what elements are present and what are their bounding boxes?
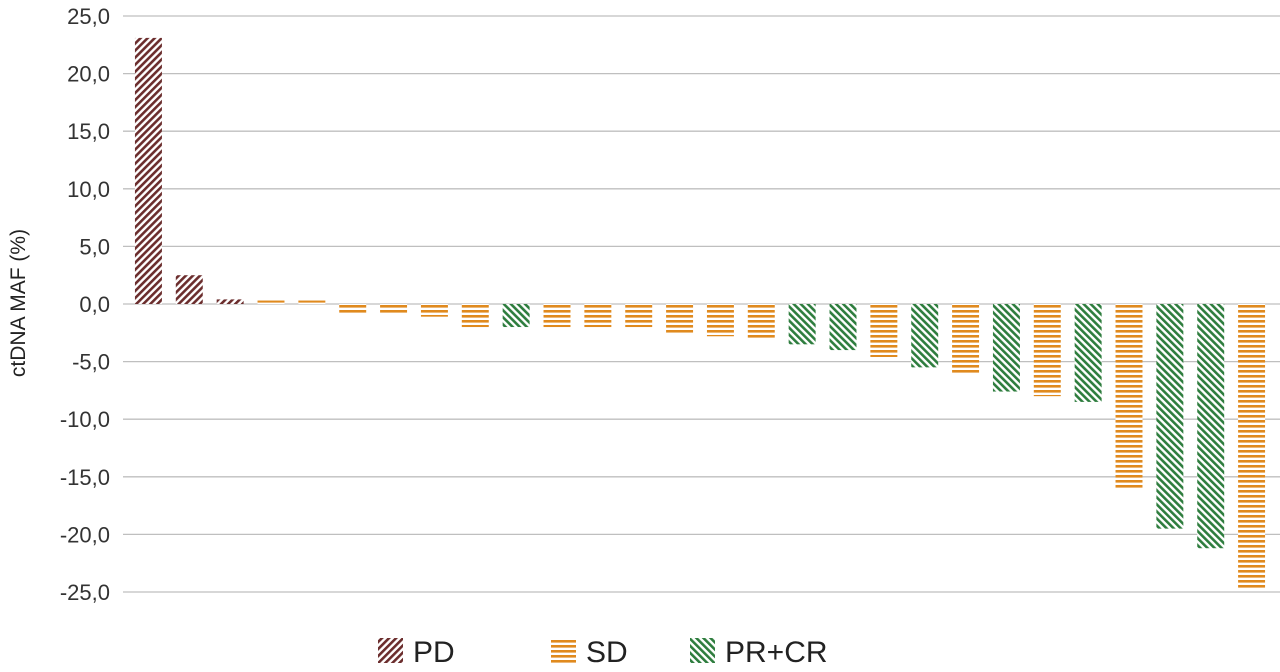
y-tick-label: 10,0 <box>67 177 110 202</box>
bar-21 <box>952 304 980 375</box>
legend-label-prcr: PR+CR <box>725 636 828 669</box>
bar-3 <box>216 299 244 304</box>
legend-swatch-pd <box>378 638 403 663</box>
bar-11 <box>543 304 571 328</box>
bar-20 <box>911 304 939 368</box>
bars <box>134 37 1266 590</box>
legend: PD SD PR+CR <box>378 636 828 669</box>
bar-6 <box>339 304 367 314</box>
legend-label-sd: SD <box>586 636 628 669</box>
bar-8 <box>420 304 448 317</box>
legend-label-pd: PD <box>413 636 455 669</box>
bar-22 <box>992 304 1020 392</box>
y-tick-label: -10,0 <box>60 407 110 432</box>
bar-24 <box>1074 304 1102 402</box>
bar-7 <box>380 304 408 314</box>
y-tick-label: -15,0 <box>60 465 110 490</box>
y-tick-label: 20,0 <box>67 62 110 87</box>
bar-5 <box>298 300 326 304</box>
bar-4 <box>257 300 285 304</box>
bar-13 <box>625 304 653 328</box>
bar-9 <box>461 304 489 328</box>
bar-10 <box>502 304 530 328</box>
bar-1 <box>134 37 162 304</box>
y-tick-label: 0,0 <box>79 292 110 317</box>
bar-25 <box>1115 304 1143 489</box>
bar-2 <box>175 275 203 304</box>
bar-27 <box>1197 304 1225 549</box>
bar-17 <box>788 304 816 345</box>
bar-15 <box>706 304 734 337</box>
bar-19 <box>870 304 898 357</box>
y-tick-label: 15,0 <box>67 119 110 144</box>
gridlines <box>123 15 1280 593</box>
y-tick-label: -20,0 <box>60 522 110 547</box>
bar-28 <box>1238 304 1266 590</box>
y-axis-tick-labels: 25,0 20,0 15,0 10,0 5,0 0,0 -5,0 -10,0 -15,0 -20,… <box>60 4 110 605</box>
legend-swatch-sd <box>551 638 576 663</box>
bar-12 <box>584 304 612 328</box>
y-axis-title: ctDNA MAF (%) <box>7 229 30 377</box>
y-tick-label: -25,0 <box>60 580 110 605</box>
bar-14 <box>666 304 694 333</box>
y-tick-label: -5,0 <box>72 350 110 375</box>
y-tick-label: 5,0 <box>79 234 110 259</box>
bar-23 <box>1033 304 1061 397</box>
legend-swatch-prcr <box>690 638 715 663</box>
y-tick-label: 25,0 <box>67 4 110 29</box>
bar-26 <box>1156 304 1184 529</box>
bar-18 <box>829 304 857 351</box>
bar-16 <box>747 304 775 339</box>
